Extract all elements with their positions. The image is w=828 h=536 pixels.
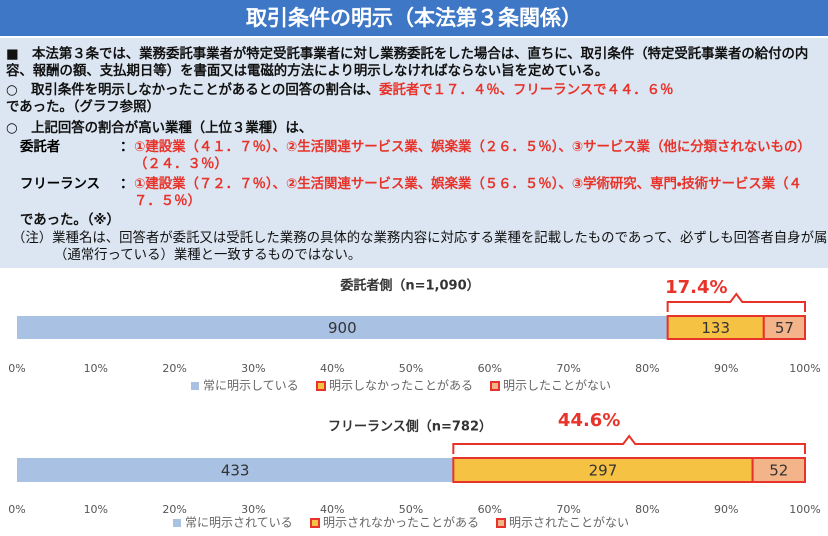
row-text: ①建設業（４１．７％）、②生活関連サービス業、娯楽業（２６．５％）、③サービス業…	[134, 140, 811, 172]
separator: ：	[120, 140, 134, 155]
footnote: （注）業種名は、回答者が委託又は受託した業務の具体的な業務内容に対応する業種を記…	[12, 231, 828, 263]
legend-swatch	[191, 382, 199, 390]
data-label: 297	[589, 462, 618, 480]
paragraph: ■ 本法第３条では、業務委託事業者が特定受託事業者に対し業務委託をした場合は、直…	[6, 47, 809, 79]
bracket	[452, 434, 806, 454]
legend-swatch	[310, 518, 320, 528]
legend-label: 常に明示している	[203, 379, 299, 393]
x-tick-label: 20%	[162, 503, 186, 516]
bar-segment	[17, 316, 668, 339]
bar-segment	[751, 457, 806, 483]
row-text: ①建設業（７２．７％）、②生活関連サービス業、娯楽業（５６．５％）、③学術研究、…	[134, 177, 802, 209]
x-tick-label: 0%	[8, 503, 25, 516]
annotation: 44.6%	[558, 410, 620, 431]
x-tick-label: 10%	[84, 503, 108, 516]
data-label: 52	[769, 462, 788, 480]
x-tick-label: 70%	[556, 362, 580, 375]
x-tick-label: 30%	[241, 503, 265, 516]
legend-swatch	[173, 519, 181, 527]
bar-segment	[452, 457, 754, 483]
row-label: フリーランス	[20, 177, 101, 192]
data-label: 57	[775, 319, 794, 337]
x-tick-label: 80%	[635, 362, 659, 375]
legend-label: 常に明示されている	[185, 516, 293, 530]
x-tick-label: 90%	[714, 362, 738, 375]
highlight: 委託者で１７．４％、フリーランスで４４．６％	[379, 83, 674, 98]
paragraph: ○ 取引条件を明示しなかったことがあるとの回答の割合は、委託者で１７．４％、フリ…	[6, 82, 821, 116]
x-tick-label: 80%	[635, 503, 659, 516]
x-tick-label: 40%	[320, 362, 344, 375]
bar-segment	[762, 315, 807, 340]
legend-label: 明示されたことがない	[509, 515, 629, 530]
x-tick-label: 70%	[556, 503, 580, 516]
x-tick-label: 30%	[241, 362, 265, 375]
chart-title: 委託者側（n=1,090）	[339, 278, 479, 294]
x-tick-label: 50%	[399, 503, 423, 516]
industry-row: フリーランス ： ①建設業（７２．７％）、②生活関連サービス業、娯楽業（５６．５％）…	[20, 176, 820, 210]
legend-label: 明示されなかったことがある	[323, 515, 479, 530]
summary-box	[0, 38, 828, 268]
legend-swatch	[496, 518, 506, 528]
industry-row: 委託者 ： ①建設業（４１．７％）、②生活関連サービス業、娯楽業（２６．５％）、③サ…	[20, 139, 820, 173]
legend-swatch	[316, 381, 326, 391]
data-label: 433	[221, 462, 250, 480]
bar-segment	[17, 458, 454, 482]
data-label: 900	[328, 319, 357, 337]
row-label: 委託者	[20, 140, 61, 155]
x-tick-label: 60%	[478, 362, 502, 375]
legend-label: 明示したことがない	[503, 378, 611, 393]
x-tick-label: 50%	[399, 362, 423, 375]
page-title: 取引条件の明示（本法第３条関係）	[0, 0, 828, 36]
x-tick-label: 40%	[320, 503, 344, 516]
x-tick-label: 10%	[84, 362, 108, 375]
text: であった。（グラフ参照）	[6, 100, 160, 115]
x-tick-label: 100%	[789, 503, 820, 516]
annotation: 17.4%	[665, 277, 727, 298]
paragraph: であった。（※）	[20, 213, 120, 228]
x-tick-label: 60%	[478, 503, 502, 516]
x-tick-label: 20%	[162, 362, 186, 375]
paragraph: ○ 上記回答の割合が高い業種（上位３業種）は、	[6, 121, 313, 136]
x-tick-label: 90%	[714, 503, 738, 516]
chart-title: フリーランス側（n=782）	[328, 419, 492, 435]
separator: ：	[120, 177, 134, 192]
text: ○ 取引条件を明示しなかったことがあるとの回答の割合は、	[6, 83, 380, 98]
x-tick-label: 100%	[789, 362, 820, 375]
legend-swatch	[490, 381, 500, 391]
legend-label: 明示しなかったことがある	[329, 378, 473, 393]
data-label: 133	[701, 319, 730, 337]
x-tick-label: 0%	[8, 362, 25, 375]
bracket	[666, 292, 806, 312]
